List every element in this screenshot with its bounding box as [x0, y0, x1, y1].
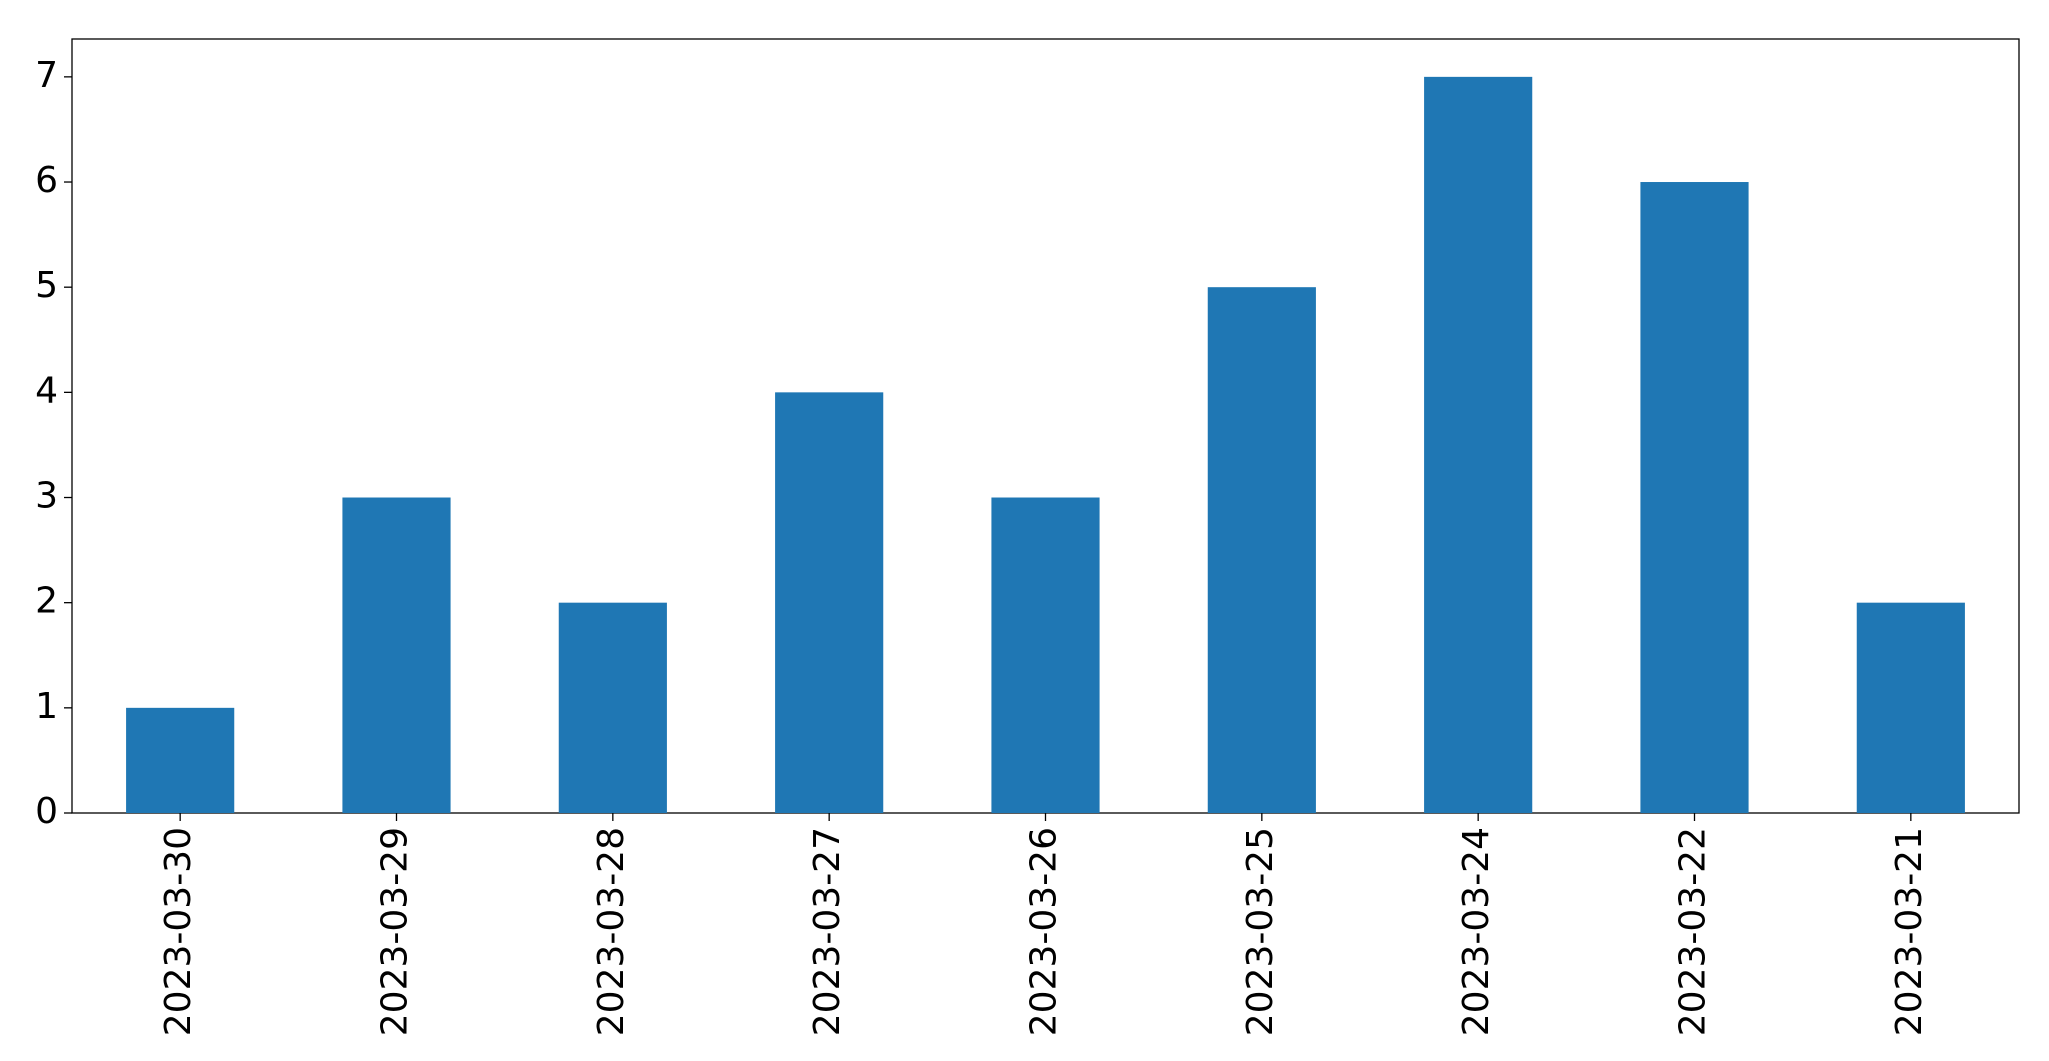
- bar: [126, 707, 235, 813]
- x-tick-label: 2023-03-29: [375, 827, 416, 1036]
- x-tick-label: 2023-03-30: [158, 827, 199, 1036]
- bar: [991, 497, 1100, 813]
- x-tick-label: 2023-03-26: [1024, 827, 1065, 1036]
- x-tick-label: 2023-03-24: [1456, 827, 1497, 1036]
- bar: [1640, 182, 1749, 814]
- bar: [1424, 76, 1533, 813]
- y-tick-label: 3: [35, 476, 58, 517]
- y-tick-label: 4: [35, 370, 58, 411]
- bar: [1207, 287, 1316, 813]
- y-tick-label: 5: [35, 265, 58, 306]
- x-tick-label: 2023-03-25: [1240, 827, 1281, 1036]
- y-tick-label: 1: [35, 686, 58, 727]
- y-tick-label: 0: [35, 791, 58, 832]
- bar: [558, 602, 667, 813]
- bar: [1856, 602, 1965, 813]
- bar: [342, 497, 451, 813]
- y-tick-label: 7: [35, 55, 58, 96]
- x-tick-label: 2023-03-27: [807, 827, 848, 1036]
- y-tick-label: 6: [35, 160, 58, 201]
- y-tick-label: 2: [35, 581, 58, 622]
- x-tick-label: 2023-03-22: [1673, 827, 1714, 1036]
- x-tick-label: 2023-03-28: [591, 827, 632, 1036]
- x-tick-label: 2023-03-21: [1889, 827, 1930, 1036]
- bar: [775, 392, 884, 813]
